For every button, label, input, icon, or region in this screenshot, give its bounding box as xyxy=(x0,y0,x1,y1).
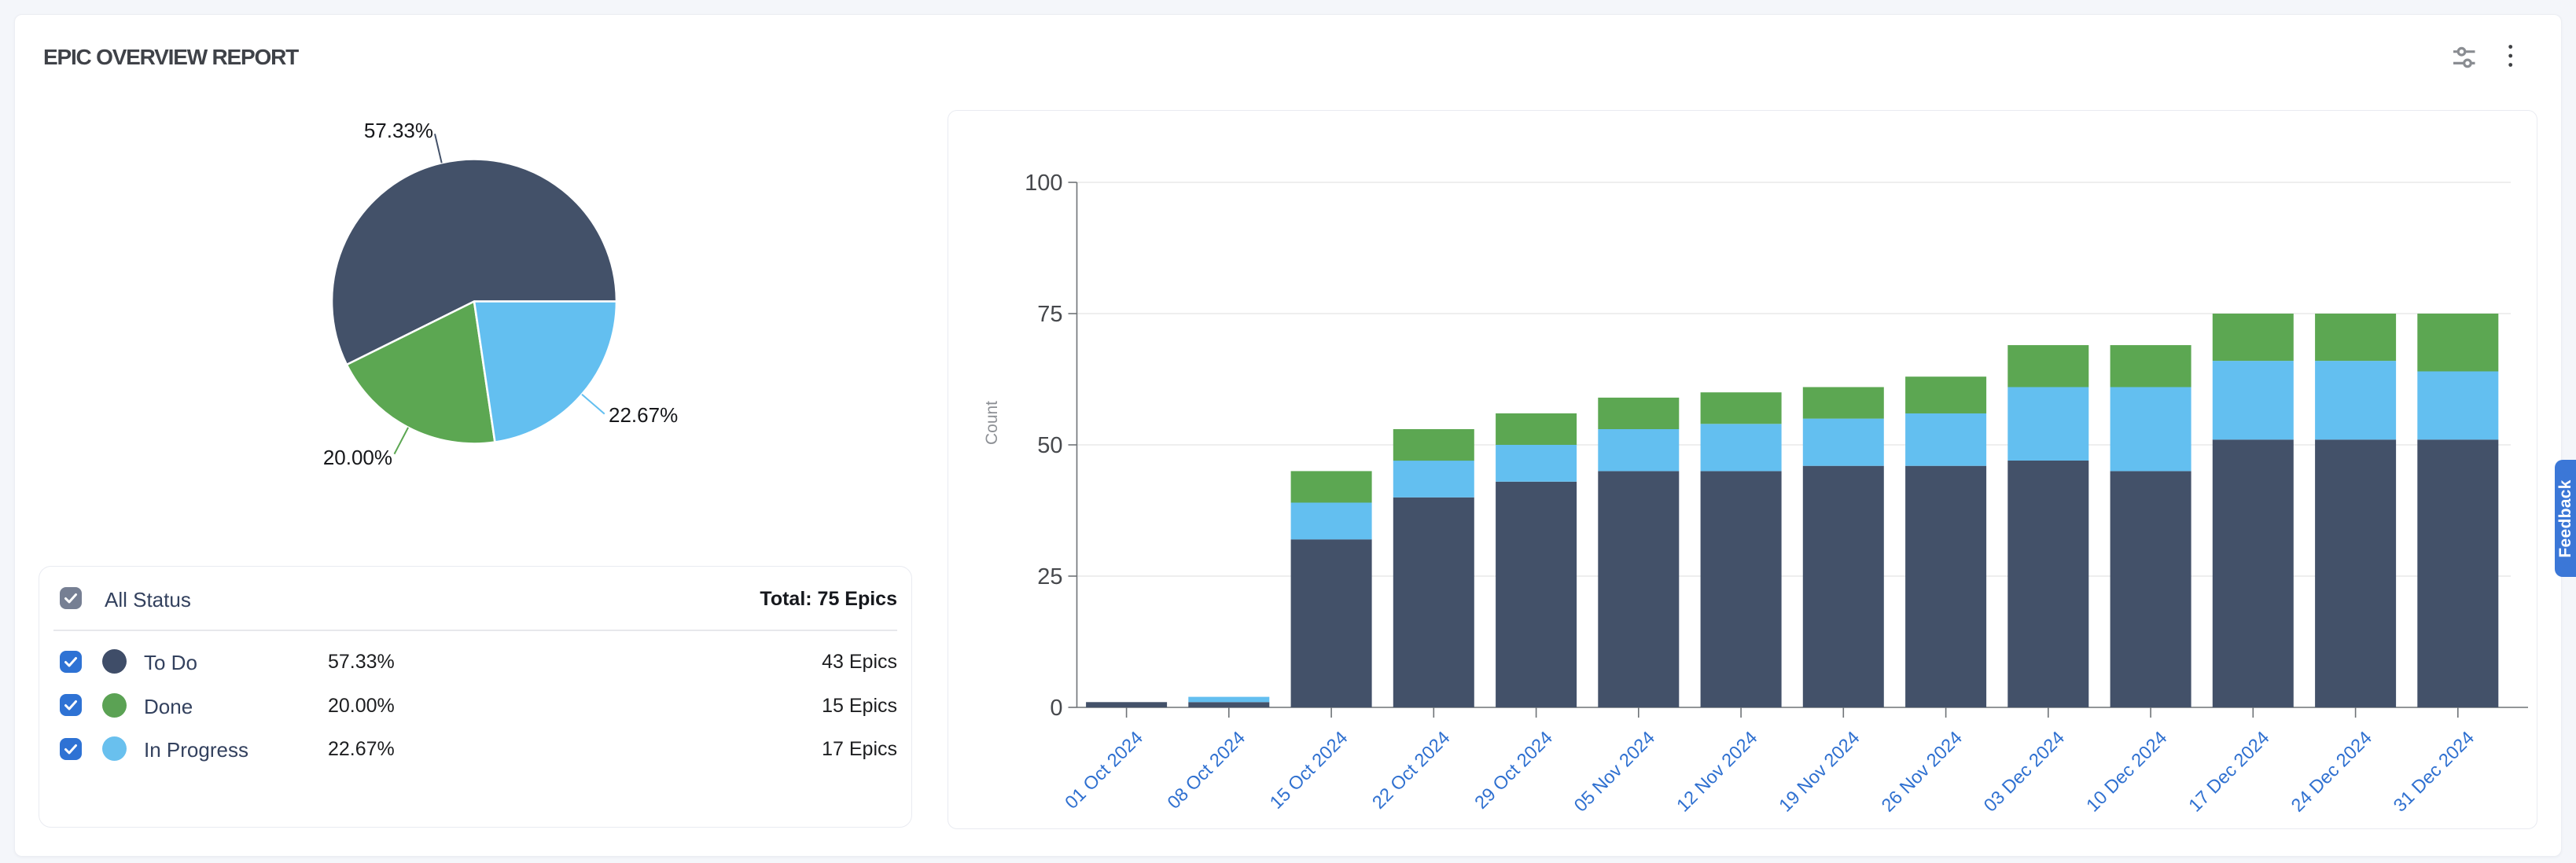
svg-text:75: 75 xyxy=(1037,302,1062,327)
svg-text:08 Oct 2024: 08 Oct 2024 xyxy=(1163,727,1249,813)
svg-text:Count: Count xyxy=(983,401,1001,445)
svg-text:100: 100 xyxy=(1025,171,1062,196)
svg-text:57.33%: 57.33% xyxy=(364,119,433,142)
svg-text:31 Dec 2024: 31 Dec 2024 xyxy=(2390,727,2478,816)
svg-text:17 Dec 2024: 17 Dec 2024 xyxy=(2184,727,2273,816)
svg-text:0: 0 xyxy=(1050,696,1062,721)
svg-text:29 Oct 2024: 29 Oct 2024 xyxy=(1470,727,1556,813)
svg-text:01 Oct 2024: 01 Oct 2024 xyxy=(1061,727,1146,813)
svg-text:20.00%: 20.00% xyxy=(323,446,392,469)
svg-text:26 Nov 2024: 26 Nov 2024 xyxy=(1878,727,1967,816)
svg-text:12 Nov 2024: 12 Nov 2024 xyxy=(1673,727,1761,816)
svg-text:50: 50 xyxy=(1037,433,1062,458)
svg-text:19 Nov 2024: 19 Nov 2024 xyxy=(1775,727,1864,816)
svg-text:05 Nov 2024: 05 Nov 2024 xyxy=(1570,727,1659,816)
svg-text:25: 25 xyxy=(1037,564,1062,589)
svg-text:24 Dec 2024: 24 Dec 2024 xyxy=(2287,727,2376,816)
svg-text:22.67%: 22.67% xyxy=(609,403,678,427)
svg-text:22 Oct 2024: 22 Oct 2024 xyxy=(1368,727,1454,813)
svg-text:10 Dec 2024: 10 Dec 2024 xyxy=(2082,727,2171,816)
svg-text:03 Dec 2024: 03 Dec 2024 xyxy=(1980,727,2069,816)
svg-text:15 Oct 2024: 15 Oct 2024 xyxy=(1266,727,1352,813)
